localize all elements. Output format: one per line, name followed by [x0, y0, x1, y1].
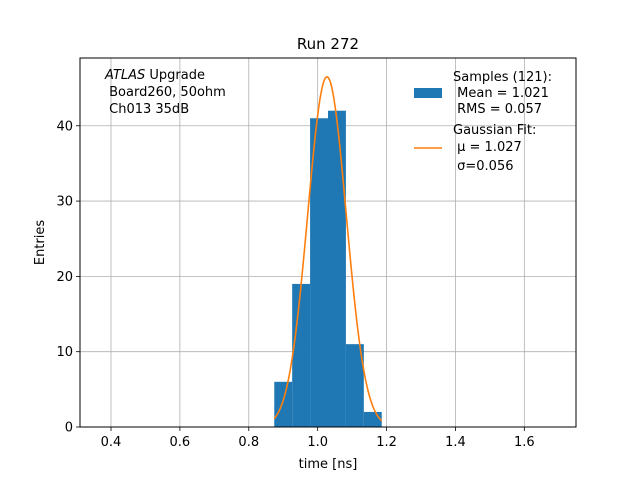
- annotation-upgrade: Upgrade: [145, 68, 205, 83]
- x-tick-label: 1.6: [514, 435, 535, 450]
- legend-fit-line-1: Gaussian Fit:: [453, 123, 536, 138]
- legend-fit-line-3: σ=0.056: [453, 159, 513, 174]
- legend-samples-swatch: [414, 88, 442, 98]
- chart-title: Run 272: [297, 35, 359, 53]
- legend-samples-line-2: Mean = 1.021: [453, 86, 549, 101]
- legend-fit-line-2: μ = 1.027: [453, 140, 522, 155]
- y-tick-label: 10: [56, 345, 73, 360]
- gaussian-fit: [273, 76, 383, 422]
- annotation-block: ATLAS Upgrade Board260, 50ohm Ch013 35dB: [104, 68, 226, 117]
- x-tick-label: 1.2: [376, 435, 397, 450]
- y-axis-title: Entries: [33, 220, 48, 266]
- annotation-line-1: ATLAS Upgrade: [104, 68, 205, 83]
- axis-ticks: 0.4 0.6 0.8 1.0 1.2 1.4 1.6 0 10 20 30 40: [56, 119, 534, 450]
- histogram-bar: [310, 118, 328, 427]
- x-tick-label: 1.4: [445, 435, 466, 450]
- y-tick-label: 40: [56, 119, 73, 134]
- x-tick-label: 0.6: [170, 435, 191, 450]
- x-axis-title: time [ns]: [299, 457, 358, 472]
- histogram-bars: [274, 110, 382, 427]
- annotation-line-2: Board260, 50ohm: [105, 85, 226, 100]
- y-tick-label: 0: [65, 421, 73, 436]
- axes-frame: [79, 57, 577, 428]
- legend: Samples (121): Mean = 1.021 RMS = 0.057 …: [414, 70, 552, 174]
- x-tick-label: 0.8: [238, 435, 259, 450]
- fit-curve: [273, 76, 383, 422]
- x-tick-label: 1.0: [307, 435, 328, 450]
- legend-samples-line-1: Samples (121):: [453, 70, 552, 85]
- histogram-bar: [328, 110, 346, 427]
- histogram-bar: [363, 411, 382, 427]
- y-tick-label: 30: [56, 195, 73, 210]
- histogram-bar: [274, 381, 293, 427]
- y-tick-label: 20: [56, 270, 73, 285]
- annotation-line-3: Ch013 35dB: [105, 102, 189, 117]
- annotation-atlas: ATLAS: [104, 68, 145, 83]
- legend-samples-line-3: RMS = 0.057: [453, 102, 542, 117]
- histogram-bar: [292, 283, 311, 427]
- x-tick-label: 0.4: [101, 435, 122, 450]
- histogram-bar: [345, 344, 364, 427]
